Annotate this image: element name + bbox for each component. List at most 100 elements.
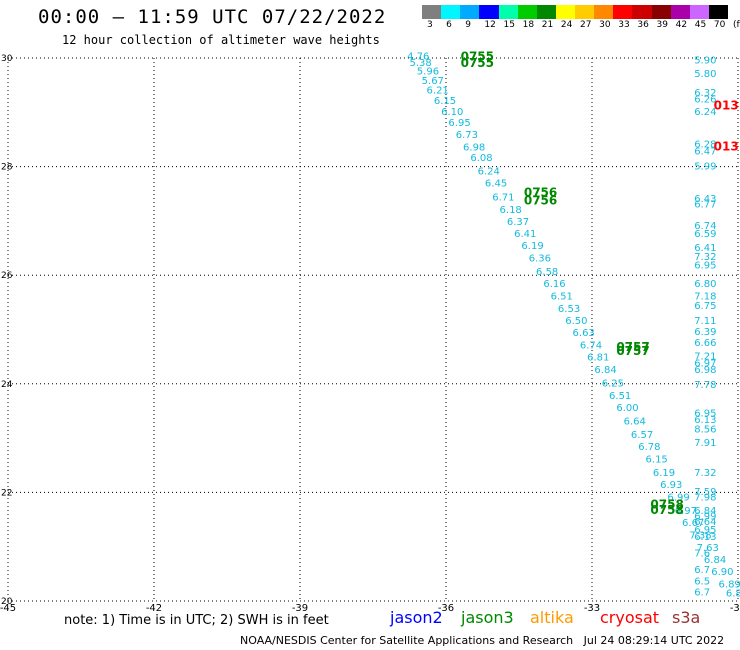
- data-point-label: 8.56: [694, 425, 716, 436]
- data-point-label: 7.11: [694, 316, 716, 327]
- data-point-label: 7.32: [694, 468, 716, 479]
- data-point-label: 6.98: [694, 365, 716, 376]
- data-point-label: 6.5: [694, 577, 710, 588]
- data-point-label: 7.78: [694, 380, 716, 391]
- data-point-label: 6.45: [485, 179, 507, 190]
- data-point-label: 6.15: [646, 455, 668, 466]
- colorbar-tick-label: 3: [427, 20, 433, 30]
- data-point-label: 6.74: [580, 341, 602, 352]
- data-point-label: 6.50: [565, 316, 587, 327]
- colorbar-swatch: [594, 5, 614, 19]
- data-point-label: 7.18: [694, 292, 716, 303]
- data-point-label: 7.63: [697, 543, 719, 554]
- data-point-label: 6.80: [694, 279, 716, 290]
- data-point-label: 6.7: [694, 588, 710, 599]
- data-point-label: 6.16: [543, 279, 565, 290]
- data-point-label: 6.26: [694, 95, 716, 106]
- data-point-label: 6.95: [448, 118, 470, 129]
- colorbar-swatch: [460, 5, 480, 19]
- data-point-label: 4.76: [407, 52, 429, 63]
- colorbar-tick-label: 15: [503, 20, 515, 30]
- data-point-label: 6.57: [631, 430, 653, 441]
- data-point-label: 7.59: [694, 487, 716, 498]
- colorbar-swatch: [651, 5, 671, 19]
- legend-note: note: 1) Time is in UTC; 2) SWH is in fe…: [64, 613, 329, 628]
- data-point-label: 6.51: [551, 292, 573, 303]
- data-point-label: 6.19: [521, 241, 543, 252]
- track-time-label: 0758: [650, 503, 683, 517]
- data-point-label: 7.32: [694, 252, 716, 263]
- colorbar-tick-label: 70: [713, 20, 726, 30]
- colorbar-swatch: [498, 5, 518, 19]
- data-point-label: 6.24: [694, 107, 716, 118]
- colorbar-tick-label: 21: [541, 20, 554, 30]
- x-tick-label: -33: [584, 603, 600, 614]
- x-tick-label: -42: [146, 603, 162, 614]
- data-point-label: 5.67: [422, 76, 444, 87]
- track-time-label: 0758: [650, 498, 683, 512]
- data-point-label: 6.99: [667, 493, 689, 504]
- data-point-label: 6.84: [594, 365, 616, 376]
- colorbar-tick-label: 24: [560, 20, 573, 30]
- chart-subtitle: 12 hour collection of altimeter wave hei…: [62, 33, 380, 47]
- colorbar-tick-label: (ft): [733, 20, 740, 30]
- colorbar-tick-label: 36: [637, 20, 649, 30]
- colorbar-swatch: [632, 5, 652, 19]
- data-point-label: 6.89: [719, 579, 740, 590]
- data-point-label: 5.38: [410, 58, 432, 69]
- data-point-label: 6.95: [694, 408, 716, 419]
- data-point-label: 6.93: [660, 480, 682, 491]
- data-point-label: 6.90: [711, 567, 733, 578]
- data-point-label: 6.51: [609, 391, 631, 402]
- colorbar-tick-label: 6: [446, 20, 452, 30]
- colorbar-swatch: [441, 5, 461, 19]
- chart-title: 00:00 – 11:59 UTC 07/22/2022: [38, 6, 387, 28]
- data-point-label: 5.99: [694, 161, 716, 172]
- y-tick-label: 24: [1, 380, 13, 390]
- colorbar-tick-label: 45: [694, 20, 707, 30]
- y-tick-label: 20: [1, 597, 13, 607]
- data-point-label: 6.15: [434, 96, 456, 107]
- data-point-label: 6.24: [478, 167, 500, 178]
- data-point-label: 7.21: [694, 351, 716, 362]
- data-point-label: 6.73: [456, 130, 478, 141]
- footer-credit: NOAA/NESDIS Center for Satellite Applica…: [240, 634, 725, 647]
- data-point-label: 7.6: [694, 548, 710, 559]
- track-time-label: 013: [714, 139, 739, 153]
- data-point-label: 6.77: [694, 199, 716, 210]
- data-point-label: 7.38: [689, 531, 711, 542]
- colorbar-tick-label: 33: [618, 20, 630, 30]
- data-point-label: 6.13: [694, 415, 716, 426]
- colorbar-tick-label: 42: [675, 20, 688, 30]
- data-point-label: 6.59: [694, 229, 716, 240]
- data-point-label: 6.71: [492, 192, 514, 203]
- data-point-label: 6.28: [694, 140, 716, 151]
- data-point-label: 6.47: [694, 147, 716, 158]
- data-point-label: 5.90: [694, 55, 716, 66]
- colorbar-tick-label: 27: [580, 20, 592, 30]
- colorbar-tick-label: 12: [484, 20, 496, 30]
- colorbar-legend: [422, 5, 728, 19]
- data-point-label: 6.97: [675, 506, 697, 517]
- track-time-label: 0757: [616, 340, 649, 354]
- data-point-label: 6.41: [514, 229, 536, 240]
- data-point-label: 6.75: [694, 301, 716, 312]
- y-tick-label: 26: [1, 271, 13, 281]
- data-point-label: 6.95: [694, 261, 716, 272]
- y-tick-label: 22: [1, 488, 12, 498]
- data-point-label: 6.84: [694, 506, 716, 517]
- data-point-label: 6.18: [500, 205, 522, 216]
- data-point-label: 6.74: [694, 221, 716, 232]
- data-point-label: 5.96: [417, 66, 439, 77]
- track-time-label: 0755: [461, 56, 494, 70]
- data-point-label: 6.81: [587, 352, 609, 363]
- data-point-label: 6.67: [682, 518, 704, 529]
- colorbar-swatch: [613, 5, 633, 19]
- data-point-label: 6.21: [427, 85, 449, 96]
- data-point-label: 6.37: [507, 217, 529, 228]
- colorbar-swatch: [517, 5, 537, 19]
- data-point-label: 6.64: [694, 517, 716, 528]
- data-point-label: 6.99: [694, 512, 716, 523]
